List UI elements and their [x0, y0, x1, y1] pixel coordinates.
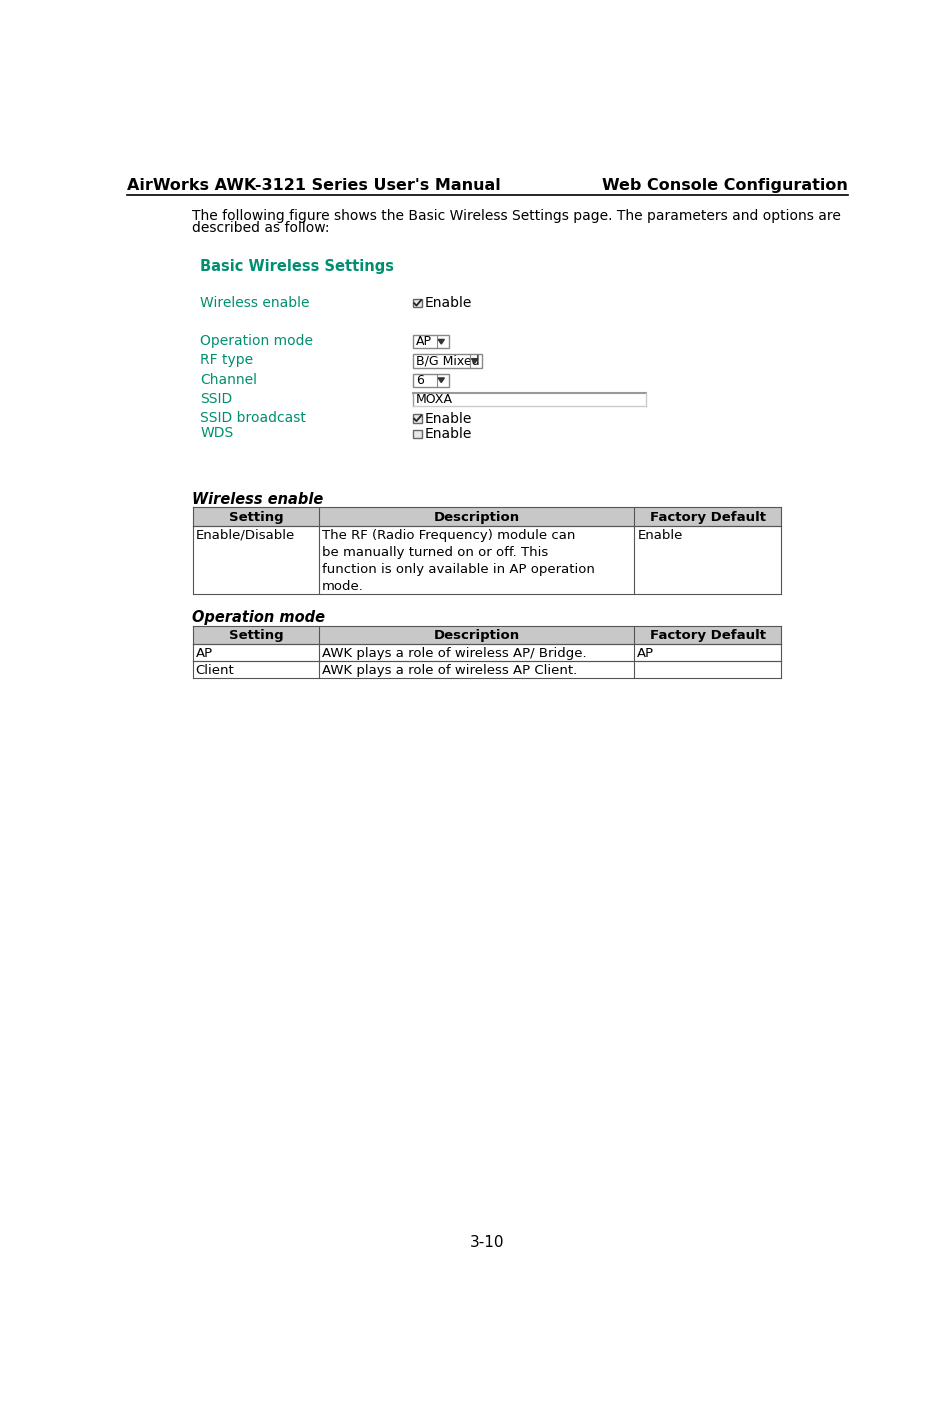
Text: Wireless enable: Wireless enable	[201, 295, 310, 309]
Text: MOXA: MOXA	[416, 393, 453, 406]
Text: Setting: Setting	[228, 629, 283, 643]
Text: Basic Wireless Settings: Basic Wireless Settings	[201, 260, 395, 274]
Text: Description: Description	[434, 511, 520, 524]
Text: AirWorks AWK-3121 Series User's Manual: AirWorks AWK-3121 Series User's Manual	[126, 178, 500, 192]
Bar	[414, 299, 422, 307]
Text: 6: 6	[416, 373, 423, 386]
Bar	[414, 354, 482, 368]
Text: Wireless enable: Wireless enable	[192, 491, 323, 507]
Text: Enable: Enable	[424, 427, 472, 441]
Text: SSID broadcast: SSID broadcast	[201, 411, 306, 425]
Text: WDS: WDS	[201, 427, 234, 441]
Text: Client: Client	[196, 664, 234, 677]
Polygon shape	[438, 378, 444, 382]
Text: Enable/Disable: Enable/Disable	[196, 529, 295, 542]
Polygon shape	[438, 340, 444, 344]
Bar	[192, 507, 782, 525]
Polygon shape	[472, 358, 477, 364]
Text: B/G Mixed: B/G Mixed	[416, 354, 479, 368]
Text: Description: Description	[434, 629, 520, 643]
Text: SSID: SSID	[201, 392, 232, 406]
Text: Setting: Setting	[228, 511, 283, 524]
Text: AWK plays a role of wireless AP Client.: AWK plays a role of wireless AP Client.	[322, 664, 577, 677]
Text: AWK plays a role of wireless AP/ Bridge.: AWK plays a role of wireless AP/ Bridge.	[322, 647, 587, 660]
Text: Operation mode: Operation mode	[201, 334, 313, 348]
Bar	[192, 644, 782, 661]
Bar	[192, 661, 782, 678]
Text: described as follow:: described as follow:	[192, 220, 330, 234]
Text: Factory Default: Factory Default	[650, 629, 766, 643]
Text: Enable: Enable	[424, 411, 472, 425]
Text: AP: AP	[637, 647, 654, 660]
Text: AP: AP	[196, 647, 213, 660]
Bar	[192, 525, 782, 594]
Bar	[414, 414, 422, 423]
Text: RF type: RF type	[201, 354, 253, 368]
Bar	[414, 393, 646, 406]
Text: Enable: Enable	[637, 529, 683, 542]
Text: The following figure shows the Basic Wireless Settings page. The parameters and : The following figure shows the Basic Wir…	[192, 209, 842, 222]
Text: AP: AP	[416, 336, 432, 348]
Text: Enable: Enable	[424, 296, 472, 310]
Text: Operation mode: Operation mode	[192, 611, 325, 625]
Text: Factory Default: Factory Default	[650, 511, 766, 524]
Bar	[414, 373, 449, 386]
Text: The RF (Radio Frequency) module can
be manually turned on or off. This
function : The RF (Radio Frequency) module can be m…	[322, 529, 595, 592]
Text: Web Console Configuration: Web Console Configuration	[602, 178, 848, 192]
Bar	[414, 336, 449, 348]
Bar	[192, 626, 782, 644]
Bar	[414, 430, 422, 438]
Text: 3-10: 3-10	[470, 1236, 504, 1250]
Text: Channel: Channel	[201, 372, 258, 386]
